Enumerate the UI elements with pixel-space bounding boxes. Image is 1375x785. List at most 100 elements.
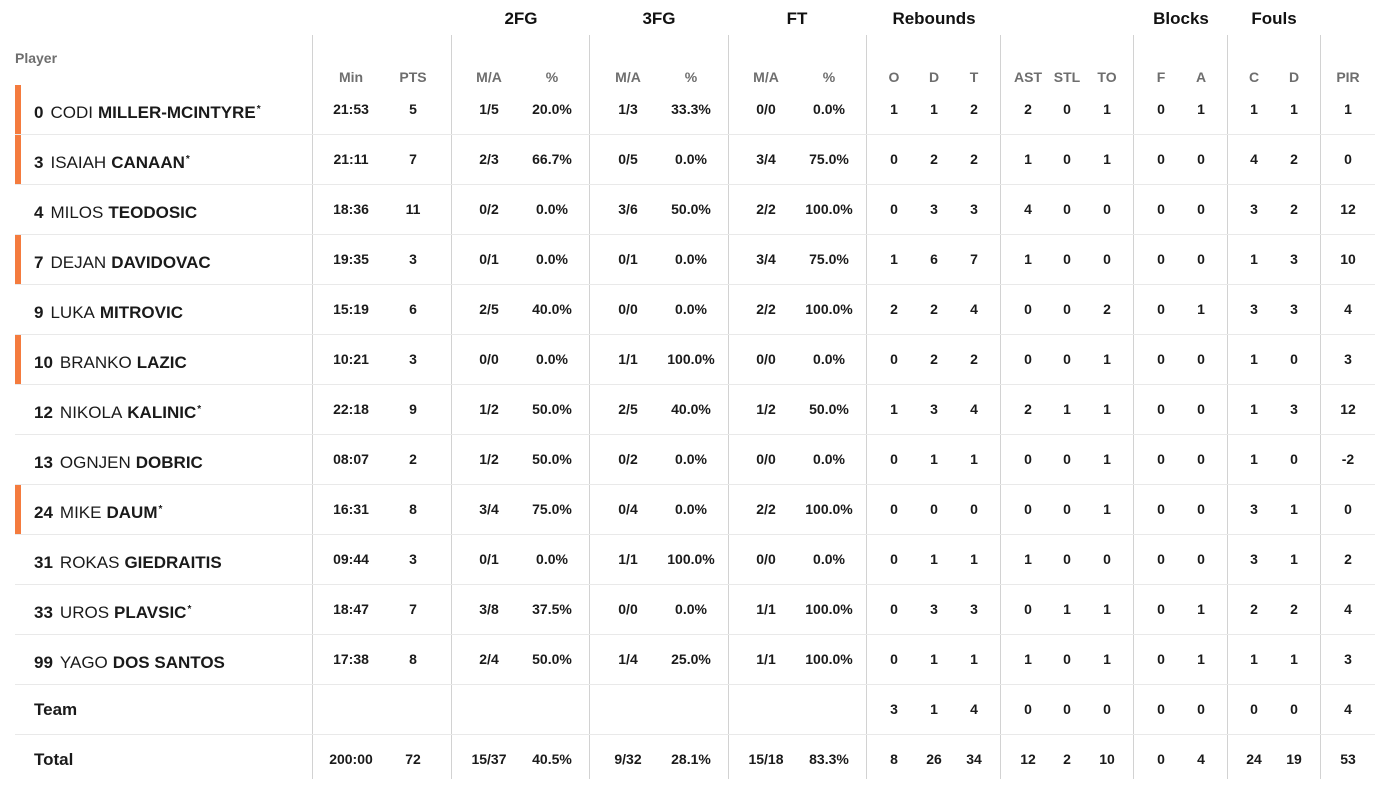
row-divider bbox=[15, 184, 1375, 185]
column-header-assists[interactable]: AST bbox=[1014, 69, 1042, 85]
player-name[interactable]: 7 DEJAN DAVIDOVAC bbox=[34, 235, 212, 284]
player-name[interactable]: 31 ROKAS GIEDRAITIS bbox=[34, 535, 223, 584]
player-row[interactable]: 3 ISAIAH CANAAN* 21:11 7 2/3 66.7% 0/5 0.0% 3/4 75… bbox=[15, 135, 1375, 185]
column-header-ft-pct[interactable]: % bbox=[822, 69, 836, 85]
stat-2fg-pct: 0.0% bbox=[536, 351, 568, 367]
player-row[interactable]: 4 MILOS TEODOSIC 18:36 11 0/2 0.0% 3/6 50.0% 2/2 1… bbox=[15, 185, 1375, 235]
column-header-reb-total[interactable]: T bbox=[969, 69, 979, 85]
first-name: MIKE bbox=[59, 503, 102, 522]
last-name: GIEDRAITIS bbox=[124, 553, 222, 572]
player-name[interactable]: 13 OGNJEN DOBRIC bbox=[34, 435, 204, 484]
player-row[interactable]: 13 OGNJEN DOBRIC 08:07 2 1/2 50.0% 0/2 0.0% 0/0 0.… bbox=[15, 435, 1375, 485]
stat-3fg-made-attempted: 0/2 bbox=[618, 451, 638, 467]
stat-blocks-favor: 0 bbox=[1157, 701, 1165, 717]
player-row[interactable]: 24 MIKE DAUM* 16:31 8 3/4 75.0% 0/4 0.0% 2/2 100.0… bbox=[15, 485, 1375, 535]
column-header-reb-offensive[interactable]: O bbox=[888, 69, 900, 85]
stat-ft-pct: 100.0% bbox=[805, 651, 853, 667]
player-name[interactable]: 12 NIKOLA KALINIC* bbox=[34, 385, 201, 434]
stat-3fg-pct: 100.0% bbox=[667, 551, 715, 567]
column-header-reb-defensive[interactable]: D bbox=[928, 69, 940, 85]
last-name: DAUM bbox=[106, 503, 158, 522]
starter-indicator bbox=[15, 235, 21, 284]
stat-ft-pct: 0.0% bbox=[813, 351, 845, 367]
stat-fouls-committed: 3 bbox=[1250, 551, 1258, 567]
stat-2fg-made-attempted: 0/0 bbox=[479, 351, 499, 367]
player-row[interactable]: 31 ROKAS GIEDRAITIS 09:44 3 0/1 0.0% 1/1 100.0% 0… bbox=[15, 535, 1375, 585]
jersey-number: 7 bbox=[34, 253, 44, 272]
player-row[interactable]: 7 DEJAN DAVIDOVAC 19:35 3 0/1 0.0% 0/1 0.0% 3/4 75… bbox=[15, 235, 1375, 285]
column-header-turnovers[interactable]: TO bbox=[1097, 69, 1117, 85]
player-name[interactable]: 24 MIKE DAUM* bbox=[34, 485, 162, 534]
stat-assists: 0 bbox=[1024, 701, 1032, 717]
column-header-steals[interactable]: STL bbox=[1053, 69, 1081, 85]
column-header-blocks-against[interactable]: A bbox=[1195, 69, 1207, 85]
player-name[interactable]: 3 ISAIAH CANAAN* bbox=[34, 135, 190, 184]
column-divider bbox=[728, 35, 729, 779]
player-name[interactable]: 33 UROS PLAVSIC* bbox=[34, 585, 191, 634]
row-label: Total bbox=[34, 735, 73, 784]
stat-steals: 2 bbox=[1063, 751, 1071, 767]
column-header-blocks-favor[interactable]: F bbox=[1156, 69, 1166, 85]
stat-reb-total: 4 bbox=[970, 301, 978, 317]
stat-blocks-favor: 0 bbox=[1157, 101, 1165, 117]
column-header-fouls-committed[interactable]: C bbox=[1248, 69, 1260, 85]
stat-pts: 9 bbox=[409, 401, 417, 417]
stat-reb-total: 2 bbox=[970, 151, 978, 167]
row-divider bbox=[15, 734, 1375, 735]
stat-3fg-made-attempted: 1/1 bbox=[618, 551, 638, 567]
stat-reb-offensive: 0 bbox=[890, 451, 898, 467]
player-row[interactable]: 0 CODI MILLER-MCINTYRE* 21:53 5 1/5 20.0% 1/3 33… bbox=[15, 85, 1375, 135]
player-row[interactable]: 12 NIKOLA KALINIC* 22:18 9 1/2 50.0% 2/5 40.0% 1/… bbox=[15, 385, 1375, 435]
player-name[interactable]: 4 MILOS TEODOSIC bbox=[34, 185, 198, 234]
player-column-header[interactable]: Player bbox=[15, 50, 58, 66]
row-divider bbox=[15, 234, 1375, 235]
group-header-fouls: Fouls bbox=[1251, 9, 1297, 28]
column-header-pir[interactable]: PIR bbox=[1336, 69, 1360, 85]
starter-asterisk: * bbox=[197, 404, 202, 415]
stat-steals: 0 bbox=[1063, 151, 1071, 167]
stat-blocks-favor: 0 bbox=[1157, 351, 1165, 367]
stat-2fg-pct: 37.5% bbox=[532, 601, 572, 617]
column-header-2fg-made-attempted[interactable]: M/A bbox=[476, 69, 502, 85]
stat-min: 19:35 bbox=[333, 251, 369, 267]
player-row[interactable]: 99 YAGO DOS SANTOS 17:38 8 2/4 50.0% 1/4 25.0% 1/… bbox=[15, 635, 1375, 685]
column-header-3fg-pct[interactable]: % bbox=[684, 69, 698, 85]
stat-reb-offensive: 0 bbox=[890, 551, 898, 567]
jersey-number: 3 bbox=[34, 153, 44, 172]
stat-2fg-made-attempted: 2/4 bbox=[479, 651, 499, 667]
player-row[interactable]: 10 BRANKO LAZIC 10:21 3 0/0 0.0% 1/1 100.0% 0/0 0.… bbox=[15, 335, 1375, 385]
player-name[interactable]: 0 CODI MILLER-MCINTYRE* bbox=[34, 85, 261, 134]
stat-steals: 1 bbox=[1063, 401, 1071, 417]
total-row[interactable]: Total 200:00 72 15/37 40.5% 9/32 28.1% 15/18 83.… bbox=[15, 735, 1375, 785]
stat-min: 10:21 bbox=[333, 351, 369, 367]
player-row[interactable]: 9 LUKA MITROVIC 15:19 6 2/5 40.0% 0/0 0.0% 2/2 100… bbox=[15, 285, 1375, 335]
team-row[interactable]: Team 3 1 4 0 0 0 0 0 0 0 4 bbox=[15, 685, 1375, 735]
last-name: DAVIDOVAC bbox=[111, 253, 211, 272]
stat-3fg-made-attempted: 1/3 bbox=[618, 101, 638, 117]
stat-reb-defensive: 3 bbox=[930, 401, 938, 417]
stat-pir: 4 bbox=[1344, 601, 1352, 617]
stat-assists: 0 bbox=[1024, 351, 1032, 367]
player-name[interactable]: 9 LUKA MITROVIC bbox=[34, 285, 184, 334]
first-name: MILOS bbox=[50, 203, 104, 222]
player-row[interactable]: 33 UROS PLAVSIC* 18:47 7 3/8 37.5% 0/0 0.0% 1/1 10… bbox=[15, 585, 1375, 635]
column-header-3fg-made-attempted[interactable]: M/A bbox=[615, 69, 641, 85]
starter-asterisk: * bbox=[158, 504, 163, 515]
column-header-ft-made-attempted[interactable]: M/A bbox=[753, 69, 779, 85]
jersey-number: 31 bbox=[34, 553, 53, 572]
player-name[interactable]: 99 YAGO DOS SANTOS bbox=[34, 635, 226, 684]
starter-indicator bbox=[15, 85, 21, 134]
stat-blocks-against: 0 bbox=[1197, 701, 1205, 717]
stat-2fg-pct: 40.0% bbox=[532, 301, 572, 317]
column-header-min[interactable]: Min bbox=[338, 69, 364, 85]
column-header-pts[interactable]: PTS bbox=[399, 69, 427, 85]
column-header-2fg-pct[interactable]: % bbox=[545, 69, 559, 85]
starter-indicator bbox=[15, 485, 21, 534]
column-header-fouls-drawn[interactable]: D bbox=[1288, 69, 1300, 85]
stat-reb-total: 34 bbox=[966, 751, 982, 767]
player-name[interactable]: 10 BRANKO LAZIC bbox=[34, 335, 188, 384]
stat-fouls-committed: 24 bbox=[1246, 751, 1262, 767]
stat-blocks-against: 1 bbox=[1197, 601, 1205, 617]
stat-fouls-drawn: 1 bbox=[1290, 651, 1298, 667]
stat-ft-pct: 75.0% bbox=[809, 151, 849, 167]
